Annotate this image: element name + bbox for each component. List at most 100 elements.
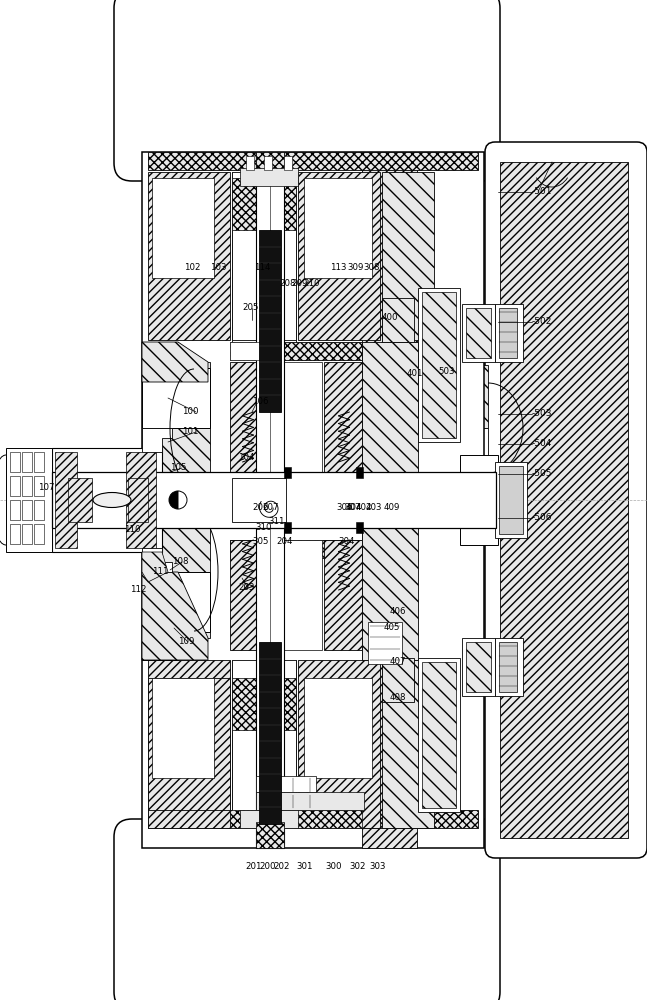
Text: 110: 110	[124, 526, 140, 534]
Text: 308: 308	[364, 263, 380, 272]
Text: 102: 102	[184, 263, 201, 272]
Bar	[382, 298, 414, 342]
Text: 300: 300	[325, 862, 342, 871]
Bar	[52, 448, 162, 552]
Text: 307: 307	[344, 504, 360, 512]
Bar	[284, 467, 291, 478]
Text: 103: 103	[210, 263, 226, 272]
Polygon shape	[462, 472, 488, 528]
Polygon shape	[462, 365, 488, 428]
Bar	[232, 172, 296, 340]
Bar	[256, 792, 364, 810]
Polygon shape	[142, 572, 208, 660]
Text: 106: 106	[252, 397, 269, 406]
Text: 108: 108	[172, 558, 188, 566]
Bar	[304, 678, 372, 778]
Bar	[499, 308, 517, 358]
Bar	[142, 152, 484, 848]
Text: 303: 303	[369, 862, 386, 871]
Bar	[128, 478, 148, 522]
Bar	[22, 500, 32, 520]
Text: 200: 200	[259, 862, 276, 871]
Text: 301: 301	[297, 862, 313, 871]
Text: 201: 201	[246, 862, 262, 871]
Text: 203: 203	[238, 584, 254, 592]
Text: 401: 401	[407, 369, 423, 378]
Text: 310: 310	[255, 524, 272, 532]
Bar	[466, 642, 491, 692]
Bar	[230, 810, 362, 828]
Polygon shape	[52, 542, 72, 552]
Text: 114: 114	[254, 263, 270, 272]
Bar	[382, 660, 434, 828]
Polygon shape	[142, 548, 172, 572]
Text: 209: 209	[292, 279, 308, 288]
Bar	[148, 660, 230, 828]
Polygon shape	[52, 548, 68, 552]
Text: 107: 107	[38, 484, 54, 492]
Bar	[22, 476, 32, 496]
Bar	[324, 540, 362, 650]
Bar	[495, 638, 523, 696]
Bar	[34, 500, 44, 520]
Bar	[298, 172, 380, 340]
Bar	[382, 658, 414, 702]
Bar	[422, 662, 456, 808]
Bar	[232, 178, 296, 230]
Bar	[356, 522, 363, 533]
FancyBboxPatch shape	[114, 819, 500, 1000]
Bar	[148, 678, 230, 810]
Bar	[34, 452, 44, 472]
Text: 202: 202	[274, 862, 291, 871]
Bar	[268, 540, 322, 650]
Text: 402: 402	[356, 504, 373, 512]
Bar	[34, 524, 44, 544]
Polygon shape	[362, 528, 418, 660]
Text: 105: 105	[170, 464, 186, 473]
Text: -506: -506	[532, 514, 553, 522]
Text: 111: 111	[152, 568, 168, 576]
Bar	[230, 540, 268, 650]
Bar	[230, 540, 362, 558]
Bar	[230, 342, 362, 360]
Text: 100: 100	[182, 408, 199, 416]
Bar	[466, 308, 491, 358]
Bar	[256, 776, 316, 792]
Text: 403: 403	[366, 504, 382, 512]
Bar	[382, 172, 434, 340]
Text: -504: -504	[532, 440, 553, 448]
Bar	[495, 462, 527, 538]
Bar	[368, 622, 402, 664]
Polygon shape	[142, 572, 210, 660]
Bar	[495, 304, 523, 362]
FancyBboxPatch shape	[114, 0, 500, 181]
Polygon shape	[462, 428, 488, 472]
Polygon shape	[142, 342, 208, 382]
Text: 302: 302	[350, 862, 366, 871]
Bar	[422, 292, 456, 438]
Text: -501: -501	[532, 188, 553, 196]
Bar	[232, 478, 286, 522]
Polygon shape	[142, 428, 172, 452]
Bar	[418, 288, 460, 442]
Bar	[256, 152, 284, 848]
Bar	[240, 168, 298, 186]
Bar	[256, 152, 284, 178]
Text: 206: 206	[252, 504, 269, 512]
Text: 309: 309	[348, 263, 364, 272]
Bar	[68, 478, 92, 522]
Text: 208: 208	[280, 279, 296, 288]
Bar	[462, 304, 495, 362]
Bar	[232, 660, 296, 828]
FancyBboxPatch shape	[485, 142, 647, 858]
Text: -505: -505	[532, 470, 553, 479]
Bar	[418, 658, 460, 812]
Text: 311: 311	[268, 518, 285, 526]
Text: 408: 408	[390, 694, 406, 702]
Text: 112: 112	[130, 585, 146, 594]
Polygon shape	[52, 448, 68, 452]
Bar	[298, 660, 380, 828]
Text: 503: 503	[438, 367, 454, 376]
Bar	[256, 822, 284, 848]
Polygon shape	[148, 342, 210, 472]
